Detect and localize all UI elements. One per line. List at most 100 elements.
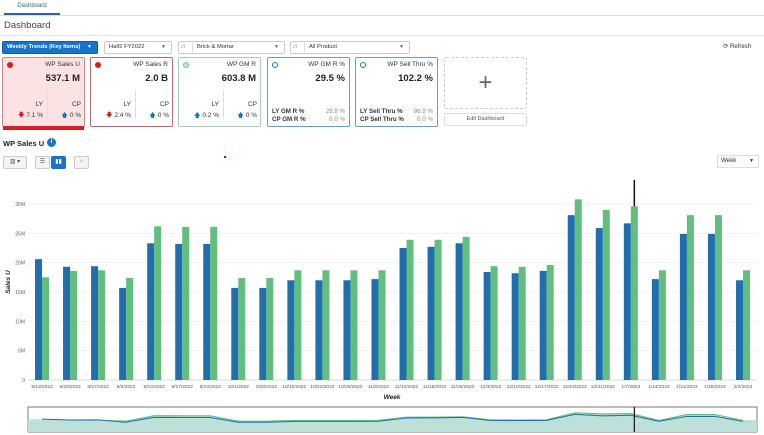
tile-wp-gm-r-pct[interactable]: WP GM R % 29.5 % LY GM R % 28.9 % CP GM R… xyxy=(267,57,350,127)
x-tick-label: 11/12/2022 xyxy=(395,384,419,390)
bar-green[interactable] xyxy=(658,270,666,380)
bar-blue[interactable] xyxy=(35,259,43,380)
chart-type-button[interactable]: ▥ ▾ xyxy=(3,156,27,169)
cp-label: CP xyxy=(159,101,169,108)
bar-blue[interactable] xyxy=(735,280,743,380)
bar-blue[interactable] xyxy=(119,287,127,380)
bar-green[interactable] xyxy=(350,270,358,380)
x-tick-label: 11/5/2022 xyxy=(368,384,389,390)
bar-blue[interactable] xyxy=(539,270,547,380)
arrow-up-icon: 🡅 xyxy=(61,112,68,119)
bar-blue[interactable] xyxy=(287,280,295,380)
tile-name: WP Sales U xyxy=(45,61,80,68)
location-select[interactable]: ⛙ Brick & Mortar ▼ xyxy=(178,41,285,54)
bar-green[interactable] xyxy=(42,277,50,380)
bar-green[interactable] xyxy=(602,209,610,380)
horizontal-bar-button[interactable]: ☰ xyxy=(35,156,50,169)
bar-green[interactable] xyxy=(98,270,106,380)
bar-green[interactable] xyxy=(154,226,162,380)
bar-green[interactable] xyxy=(322,270,330,380)
ly-value: 7.1 % xyxy=(26,112,43,119)
x-tick-label: 12/31/2022 xyxy=(591,384,615,390)
overview-area xyxy=(28,414,757,432)
bar-chart-icon: ▥ ▾ xyxy=(9,159,21,165)
granularity-select[interactable]: Week ▼ xyxy=(717,155,759,168)
bar-blue[interactable] xyxy=(707,233,715,380)
bar-blue[interactable] xyxy=(427,246,435,380)
x-tick-label: 10/1/2022 xyxy=(228,384,250,390)
x-tick-label: 8/20/2022 xyxy=(59,384,81,390)
bar-green[interactable] xyxy=(518,266,526,380)
tile-wp-sales-u[interactable]: WP Sales U 537.1 M LY 🡇 7.1 % CP 🡅 0 % xyxy=(2,57,85,130)
ly-label: LY xyxy=(35,101,43,108)
bar-blue[interactable] xyxy=(511,273,519,380)
page-title: Dashboard xyxy=(4,20,51,31)
bar-blue[interactable] xyxy=(483,272,491,380)
tile-wp-sell-thru-pct[interactable]: WP Sell Thru % 102.2 % LY Sell Thru % 96.… xyxy=(355,57,438,127)
bar-green[interactable] xyxy=(490,266,498,380)
bar-green[interactable] xyxy=(210,226,218,380)
arrow-up-icon: 🡅 xyxy=(237,112,244,119)
add-tile-button[interactable]: + xyxy=(444,57,527,109)
bar-blue[interactable] xyxy=(595,228,603,380)
bar-blue[interactable] xyxy=(455,243,463,380)
scatter-button[interactable]: ⁘ xyxy=(74,156,89,169)
bar-blue[interactable] xyxy=(203,243,211,380)
tile-name: WP GM R xyxy=(226,61,256,68)
bar-blue[interactable] xyxy=(623,223,631,380)
info-icon[interactable]: i xyxy=(47,138,56,147)
bar-green[interactable] xyxy=(742,270,750,380)
bar-blue[interactable] xyxy=(147,243,155,380)
x-tick-label: 10/8/2022 xyxy=(256,384,278,390)
bar-blue[interactable] xyxy=(175,243,183,380)
bar-blue[interactable] xyxy=(399,248,407,380)
bar-green[interactable] xyxy=(546,265,554,380)
bar-blue[interactable] xyxy=(567,215,575,380)
divider xyxy=(47,91,48,119)
tile-wp-sales-r[interactable]: WP Sales R 2.0 B LY 🡇 2.4 % CP 🡅 0 % xyxy=(90,57,173,127)
x-tick-label: 10/15/2022 xyxy=(282,384,306,390)
bar-green[interactable] xyxy=(266,277,274,380)
chevron-down-icon: ▼ xyxy=(274,44,279,50)
status-dot-icon xyxy=(7,62,13,68)
vertical-bar-button[interactable]: ▮▮ xyxy=(51,156,66,169)
bar-blue[interactable] xyxy=(259,287,267,380)
edit-dashboard-button[interactable]: Edit Dashboard xyxy=(444,113,527,126)
bar-green[interactable] xyxy=(406,239,414,380)
bar-blue[interactable] xyxy=(651,279,659,380)
bar-green[interactable] xyxy=(714,215,722,380)
x-tick-label: 10/22/2022 xyxy=(310,384,334,390)
divider xyxy=(223,91,224,119)
period-select[interactable]: Half2 FY2022 ▼ xyxy=(104,41,172,54)
x-tick-label: 12/10/2022 xyxy=(507,384,531,390)
bar-green[interactable] xyxy=(686,215,694,380)
bar-green[interactable] xyxy=(434,239,442,380)
bar-green[interactable] xyxy=(70,270,78,380)
bar-green[interactable] xyxy=(462,236,470,380)
bar-blue[interactable] xyxy=(63,266,71,380)
bar-blue[interactable] xyxy=(315,280,323,380)
product-select[interactable]: ⛙ All Product ▼ xyxy=(290,41,410,54)
bar-green[interactable] xyxy=(574,199,582,380)
bar-green[interactable] xyxy=(294,270,302,380)
view-select-value: Weekly Trends (Key Items) xyxy=(7,44,81,50)
tab-dashboard[interactable]: Dashboard xyxy=(4,0,60,15)
y-tick-label: 10M xyxy=(15,319,25,325)
tile-name: WP Sell Thru % xyxy=(387,61,433,68)
tile-wp-gm-r[interactable]: WP GM R 603.8 M LY 🡅 0.2 % CP 🡅 0 % xyxy=(178,57,261,127)
bar-green[interactable] xyxy=(182,226,190,380)
bar-green[interactable] xyxy=(238,277,246,380)
refresh-button[interactable]: ⟳ Refresh xyxy=(723,43,751,50)
bar-blue[interactable] xyxy=(343,280,351,380)
view-select[interactable]: Weekly Trends (Key Items) ▼ xyxy=(2,41,98,54)
bar-blue[interactable] xyxy=(231,287,239,380)
bar-blue[interactable] xyxy=(679,233,687,380)
bar-green[interactable] xyxy=(126,277,134,380)
bar-green[interactable] xyxy=(630,206,638,380)
bar-blue[interactable] xyxy=(371,279,379,380)
x-tick-label: 10/29/2022 xyxy=(338,384,362,390)
bar-green[interactable] xyxy=(378,270,386,380)
bar-blue[interactable] xyxy=(91,266,99,380)
scatter-icon: ⁘ xyxy=(78,159,85,165)
arrow-down-icon: 🡇 xyxy=(17,112,25,119)
